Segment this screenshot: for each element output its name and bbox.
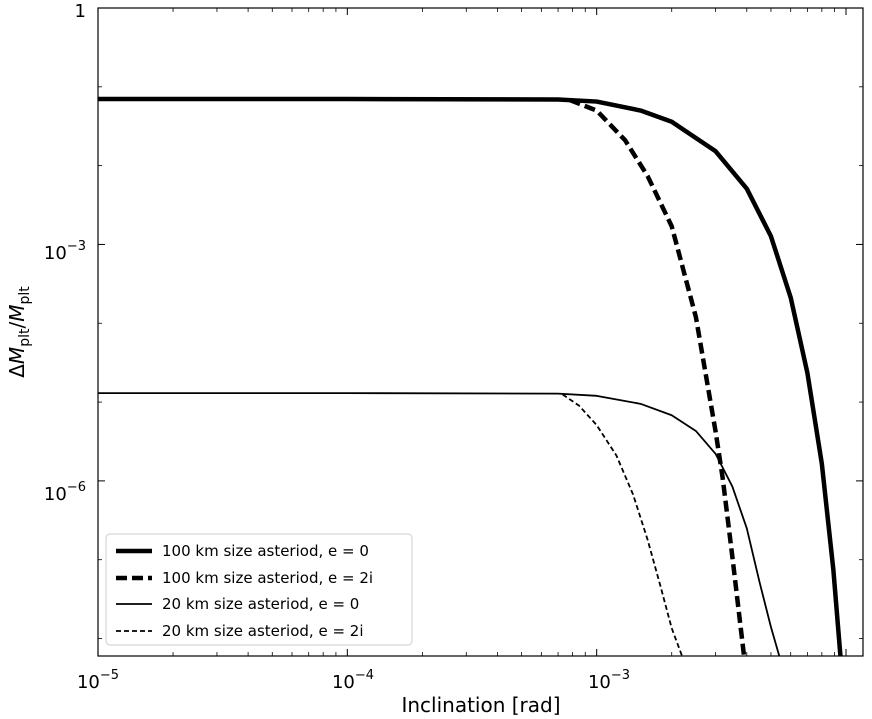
legend-label-20km-e0: 20 km size asteriod, e = 0 [162, 595, 359, 613]
legend-label-100km-e0: 100 km size asteriod, e = 0 [162, 542, 369, 560]
x-tick-label-1e-5: 10−5 [77, 668, 119, 693]
legend-label-20km-e2i: 20 km size asteriod, e = 2i [162, 622, 364, 640]
minor-ticks [172, 8, 835, 656]
series-line-3 [98, 392, 781, 656]
y-tick-label-1: 1 [75, 1, 86, 22]
legend-box [105, 533, 413, 646]
x-tick-label-1e-3: 10−3 [588, 668, 630, 693]
series-line-2 [568, 97, 747, 656]
legend: 100 km size asteriod, e = 0 100 km size … [105, 533, 413, 646]
x-tick-label-1e-4: 10−4 [332, 668, 374, 693]
y-tick-label-1e-6: 10−6 [44, 480, 86, 505]
plot-frame [97, 7, 864, 657]
series-layer [98, 96, 843, 656]
y-tick-label-1e-3: 10−3 [44, 239, 86, 264]
y-axis-label: ΔMplt/Mplt [5, 286, 33, 378]
series-line-1 [98, 96, 843, 656]
series-line-4 [562, 393, 683, 656]
x-axis-label: Inclination [rad] [401, 693, 560, 717]
legend-label-100km-e2i: 100 km size asteriod, e = 2i [162, 569, 373, 587]
